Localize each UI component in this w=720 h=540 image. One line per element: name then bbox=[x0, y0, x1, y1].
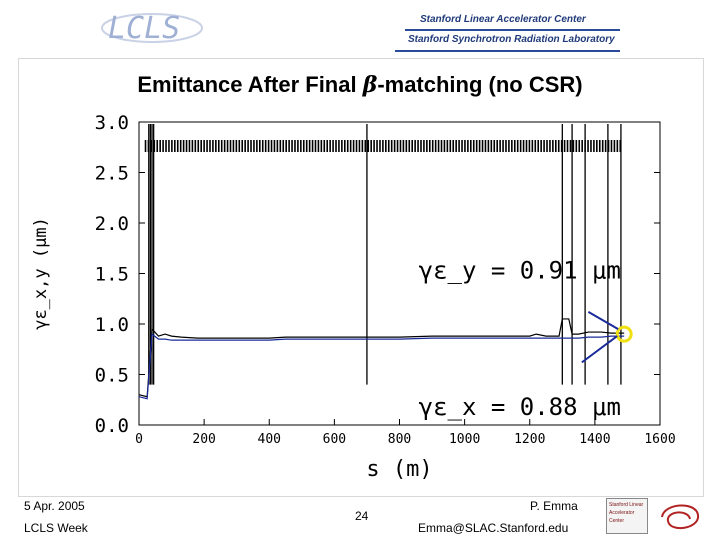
annotation-label-0: γε_y = 0.91 μm bbox=[419, 257, 621, 285]
arrow-y-pointer bbox=[587, 311, 619, 330]
footer-email: Emma@SLAC.Stanford.edu bbox=[418, 521, 569, 535]
footer-date: 5 Apr. 2005 bbox=[24, 499, 85, 513]
x-tick-label: 600 bbox=[323, 432, 346, 447]
lcls-logo: LCLS bbox=[101, 11, 203, 46]
series-line-0 bbox=[138, 318, 625, 398]
slide-title: Emittance After Final β-matching (no CSR… bbox=[0, 72, 720, 98]
y-tick-label: 2.0 bbox=[95, 213, 129, 235]
title-text-before: Emittance After Final bbox=[137, 72, 363, 97]
slide-footer: 5 Apr. 2005 LCLS Week 24 P. Emma Emma@SL… bbox=[0, 495, 720, 540]
arrow-x-pointer bbox=[581, 335, 618, 364]
x-tick-label: 1400 bbox=[579, 432, 610, 447]
institution-line-2: Stanford Synchrotron Radiation Laborator… bbox=[408, 34, 615, 45]
y-axis-label: γε_x,y (μm) bbox=[31, 217, 51, 330]
y-tick-label: 3.0 bbox=[95, 112, 129, 134]
logo-text: LCLS bbox=[108, 11, 180, 46]
x-tick-label: 400 bbox=[258, 432, 281, 447]
title-beta-symbol: β bbox=[362, 72, 378, 98]
y-tick-label: 2.5 bbox=[95, 163, 129, 185]
y-tick-label: 0.0 bbox=[95, 415, 129, 437]
plot-frame bbox=[138, 121, 661, 426]
y-tick-label: 1.0 bbox=[95, 314, 129, 336]
header-rule-1 bbox=[405, 29, 620, 31]
x-tick-label: 800 bbox=[388, 432, 411, 447]
institution-line-1: Stanford Linear Accelerator Center bbox=[420, 14, 586, 25]
y-tick-label: 1.5 bbox=[95, 264, 129, 286]
x-axis-label: s (m) bbox=[366, 457, 432, 482]
series-line-1 bbox=[138, 332, 625, 400]
x-tick-label: 1600 bbox=[644, 432, 675, 447]
x-tick-label: 0 bbox=[135, 432, 143, 447]
slac-badge-logo: Stanford Linear Accelerator Center bbox=[606, 498, 648, 534]
x-tick-label: 1200 bbox=[514, 432, 545, 447]
slide-header: LCLS Stanford Linear Accelerator Center … bbox=[0, 0, 720, 58]
x-tick-label: 1000 bbox=[449, 432, 480, 447]
x-tick-label: 200 bbox=[192, 432, 215, 447]
logo-ring bbox=[101, 13, 203, 43]
y-tick-label: 0.5 bbox=[95, 365, 129, 387]
footer-page-number: 24 bbox=[355, 509, 369, 523]
footer-event: LCLS Week bbox=[24, 521, 88, 535]
annotation-label-1: γε_x = 0.88 μm bbox=[419, 393, 621, 421]
highlight-marker bbox=[615, 325, 633, 343]
title-text-after: -matching (no CSR) bbox=[377, 72, 583, 97]
footer-author: P. Emma bbox=[530, 499, 578, 513]
header-rule-2 bbox=[395, 50, 620, 52]
swirl-logo bbox=[661, 504, 699, 530]
